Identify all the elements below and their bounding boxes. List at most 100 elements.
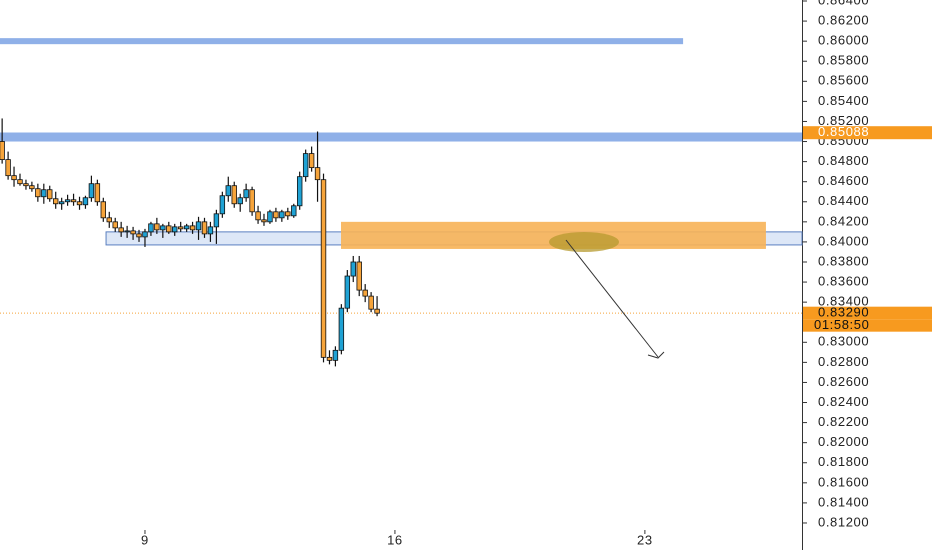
y-tick-label: 0.82000 — [818, 434, 869, 449]
candle-body — [189, 225, 196, 231]
y-tick-label: 0.84000 — [818, 233, 869, 248]
candle-body — [41, 189, 47, 198]
candle-body — [231, 185, 237, 205]
candle-body — [177, 226, 184, 230]
y-tick-label: 0.82200 — [818, 414, 869, 429]
candle-body — [279, 211, 285, 219]
candle-body — [249, 189, 255, 213]
zone — [0, 38, 684, 45]
candle-body — [5, 159, 11, 177]
y-tick-label: 0.81200 — [818, 514, 869, 529]
countdown-label: 01:58:50 — [814, 317, 869, 332]
candle-body — [53, 198, 59, 205]
level-label: 0.85088 — [818, 124, 869, 139]
candle-body — [17, 179, 23, 185]
candle-body — [362, 289, 368, 297]
level-tag — [803, 126, 932, 140]
candle-body — [11, 175, 17, 181]
candle-body — [130, 230, 136, 235]
candle-body — [338, 307, 345, 351]
candle-body — [82, 197, 89, 206]
last-price-tag — [803, 306, 932, 320]
candle-body — [291, 205, 297, 217]
candle-body — [356, 261, 362, 291]
zone — [0, 132, 802, 142]
candle-body — [255, 211, 261, 221]
candle-body — [29, 185, 35, 190]
candle-body — [320, 179, 327, 358]
y-tick-label: 0.81400 — [818, 494, 869, 509]
arrow-line — [565, 239, 659, 358]
y-tick-label: 0.82600 — [818, 374, 869, 389]
candle-body — [332, 349, 339, 361]
candle-body — [76, 201, 83, 206]
candle-body — [94, 183, 101, 203]
candle-body — [160, 225, 166, 231]
y-tick-label: 0.84200 — [818, 213, 869, 228]
y-tick-label: 0.84400 — [818, 193, 869, 208]
x-tick-label: 23 — [637, 532, 653, 547]
candle-body — [243, 189, 249, 199]
candle-body — [350, 261, 356, 277]
candle-body — [35, 188, 41, 198]
candle-body — [368, 295, 374, 310]
candle-body — [88, 183, 95, 199]
highlight-ellipse — [549, 232, 619, 252]
arrow-head — [647, 351, 665, 359]
candle-body — [296, 176, 303, 207]
last-price-label: 0.83290 — [818, 305, 869, 320]
x-tick-label: 16 — [387, 532, 403, 547]
x-tick-label: 9 — [141, 532, 149, 547]
candle-body — [183, 225, 190, 230]
candle-body — [142, 231, 148, 238]
candle-body — [219, 195, 226, 215]
candle-body — [374, 308, 380, 314]
candle-body — [273, 211, 279, 219]
y-tick-label: 0.83600 — [818, 274, 869, 289]
y-tick-label: 0.82400 — [818, 394, 869, 409]
candle-body — [106, 217, 112, 223]
y-tick-label: 0.83400 — [818, 294, 869, 309]
candle-body — [326, 356, 333, 361]
candle-body — [314, 167, 321, 181]
y-tick-label: 0.85800 — [818, 53, 869, 68]
candle-body — [0, 141, 5, 161]
candle-body — [166, 225, 172, 233]
y-tick-label: 0.83000 — [818, 334, 869, 349]
candle-body — [344, 275, 351, 309]
candle-body — [201, 221, 208, 235]
countdown-tag — [803, 319, 932, 332]
candle-body — [237, 197, 243, 205]
candle-body — [302, 153, 309, 178]
candle-body — [124, 230, 130, 233]
candle-body — [58, 201, 65, 205]
candle-body — [118, 227, 124, 233]
candle-body — [70, 199, 77, 203]
candle-body — [148, 223, 154, 233]
y-tick-label: 0.84800 — [818, 153, 869, 168]
y-tick-label: 0.84600 — [818, 173, 869, 188]
candle-body — [112, 221, 118, 229]
candle-body — [213, 213, 220, 228]
y-tick-label: 0.86200 — [818, 13, 869, 28]
candle-body — [207, 226, 214, 235]
candle-body — [100, 201, 107, 219]
candle-body — [172, 226, 178, 233]
candle-body — [285, 211, 291, 217]
candle-body — [308, 153, 315, 169]
candle-body — [47, 189, 53, 200]
y-tick-label: 0.82800 — [818, 354, 869, 369]
candle-body — [267, 211, 273, 223]
candle-body — [154, 223, 160, 231]
candle-body — [225, 185, 231, 197]
candle-body — [195, 221, 202, 231]
candle-body — [261, 219, 267, 223]
y-tick-label: 0.86000 — [818, 33, 869, 48]
candle-body — [23, 183, 29, 187]
y-tick-label: 0.81600 — [818, 474, 869, 489]
y-tick-label: 0.86400 — [818, 0, 869, 7]
y-tick-label: 0.85600 — [818, 73, 869, 88]
y-tick-label: 0.85400 — [818, 93, 869, 108]
y-tick-label: 0.83800 — [818, 253, 869, 268]
